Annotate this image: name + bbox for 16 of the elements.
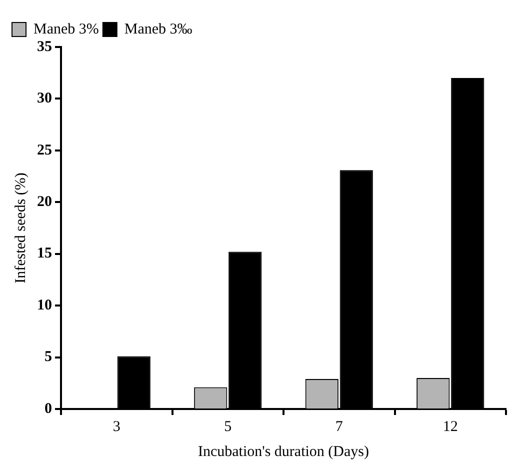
y-tick-label: 35: [37, 38, 52, 55]
x-tick-label: 5: [224, 418, 232, 435]
legend-label: Maneb 3‰: [124, 21, 192, 38]
y-tick-label: 25: [37, 142, 52, 158]
y-tick-label: 30: [37, 90, 52, 107]
x-tick-label: 7: [335, 418, 344, 435]
x-tick-label: 12: [442, 418, 458, 435]
y-axis-title: Infested seeds (%): [12, 172, 29, 284]
y-tick-label: 0: [44, 400, 52, 417]
x-axis-title: Incubation's duration (Days): [198, 444, 369, 460]
y-tick-label: 10: [37, 297, 52, 314]
legend-label: Maneb 3%: [34, 21, 99, 38]
y-tick-label: 5: [44, 349, 52, 366]
y-tick-label: 20: [37, 194, 52, 210]
x-tick-label: 3: [112, 418, 120, 435]
y-tick-label: 15: [37, 246, 52, 262]
